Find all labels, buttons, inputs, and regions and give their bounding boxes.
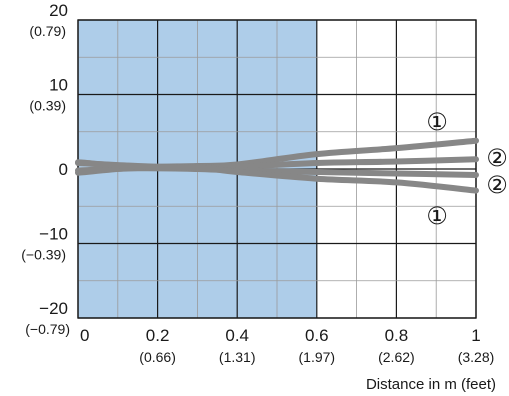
series-marker: ② (486, 172, 508, 199)
y-tick-sublabel: (−0.39) (21, 247, 66, 263)
x-tick-sublabel: (1.97) (299, 349, 336, 365)
x-tick-label: 0.2 (146, 326, 170, 345)
grid-layer (77, 19, 477, 319)
y-tick-sublabel: (0.39) (29, 98, 66, 114)
series-marker: ① (426, 109, 448, 136)
x-tick-label: 0.8 (385, 326, 409, 345)
x-axis-label: Distance in m (feet) (366, 376, 496, 393)
x-tick-label: 0.6 (305, 326, 329, 345)
y-tick-labels: 20 (0.79) 10 (0.39) 0 −10 (−0.39) −20 (−0.79) (21, 1, 70, 337)
series-line-4 (75, 159, 479, 194)
x-tick-label: 0.4 (225, 326, 249, 345)
y-tick-sublabel: (0.79) (29, 23, 66, 39)
x-tick-label: 1 (471, 326, 480, 345)
x-tick-sublabel: (1.31) (219, 349, 256, 365)
x-tick-label: 0 (80, 326, 89, 345)
x-tick-sublabel: (2.62) (378, 349, 415, 365)
y-tick-label: 0 (59, 160, 68, 179)
series-markers: ① ②② ① (426, 109, 508, 230)
y-tick-label: 20 (49, 1, 68, 20)
x-tick-sublabel: (0.66) (139, 349, 176, 365)
y-tick-sublabel: (−0.79) (25, 321, 70, 337)
x-tick-sublabel: (3.28) (458, 349, 495, 365)
series-marker: ① (426, 203, 448, 230)
series-layer (75, 137, 479, 194)
series-marker: ② (486, 145, 508, 172)
y-tick-label: −10 (39, 225, 68, 244)
y-tick-label: −20 (39, 299, 68, 318)
x-tick-labels: 0 0.2 (0.66) 0.4 (1.31) 0.6 (1.97) 0.8 (2.62) 1 (3… (80, 326, 494, 365)
y-tick-label: 10 (49, 76, 68, 95)
